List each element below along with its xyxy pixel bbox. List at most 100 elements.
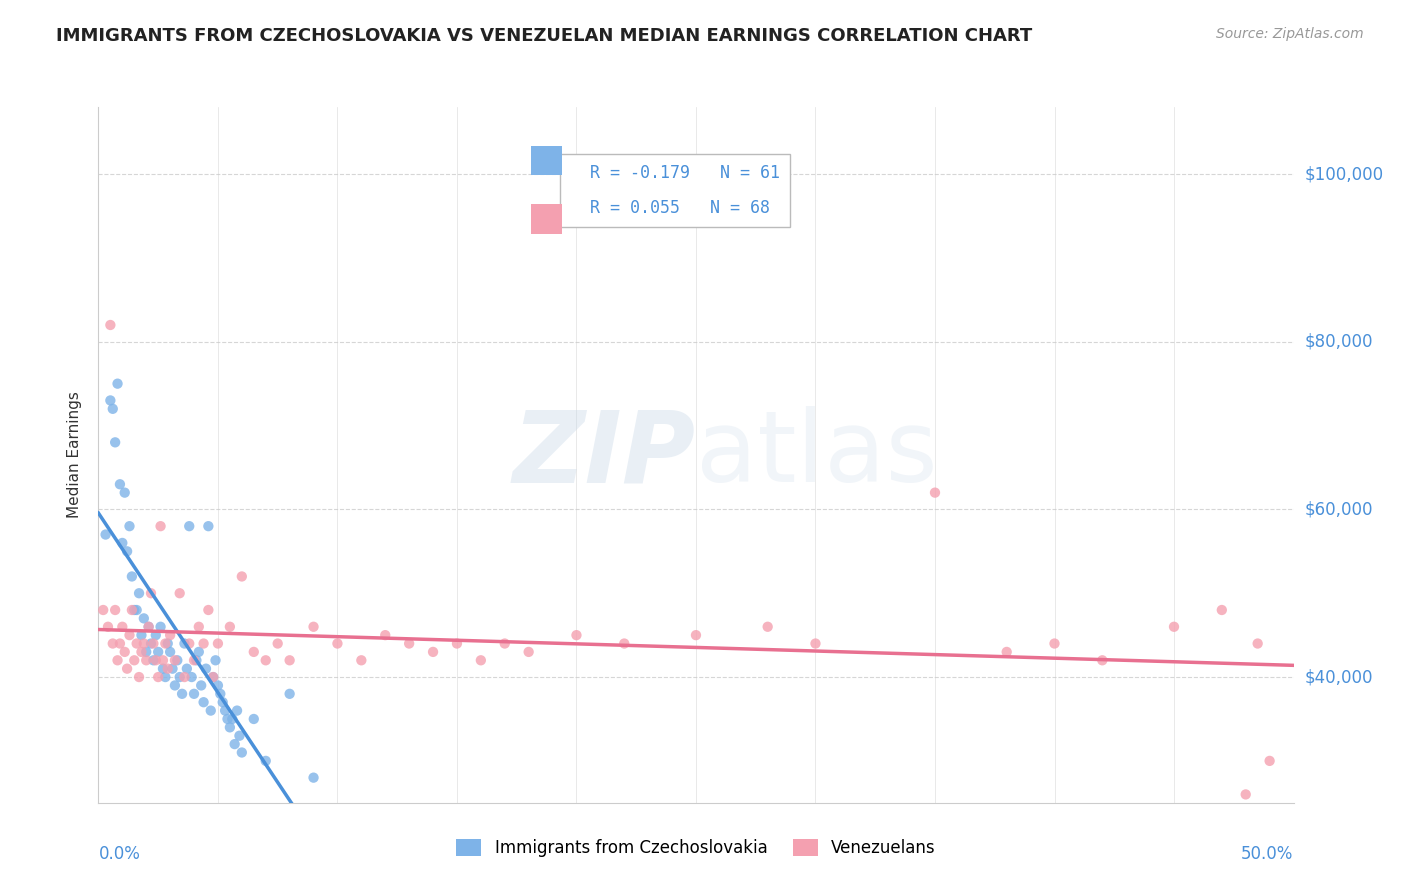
Point [1246, 636, 1268, 650]
Text: ZIP: ZIP [513, 407, 696, 503]
Point [685, 628, 707, 642]
Point [125, 603, 148, 617]
Text: 50.0%: 50.0% [1241, 845, 1294, 863]
Point [924, 485, 946, 500]
Point [114, 645, 136, 659]
Point [267, 636, 290, 650]
Point [172, 687, 194, 701]
Point [217, 712, 239, 726]
Point [179, 636, 201, 650]
Point [98, 393, 122, 408]
Point [398, 636, 420, 650]
Point [193, 695, 215, 709]
Text: IMMIGRANTS FROM CZECHOSLOVAKIA VS VENEZUELAN MEDIAN EARNINGS CORRELATION CHART: IMMIGRANTS FROM CZECHOSLOVAKIA VS VENEZU… [56, 27, 1032, 45]
Point [374, 628, 396, 642]
Point [326, 636, 349, 650]
Point [202, 670, 225, 684]
Point [121, 569, 143, 583]
Point [1043, 636, 1066, 650]
Point [152, 653, 174, 667]
Point [132, 611, 155, 625]
Point [207, 678, 229, 692]
Point [190, 678, 212, 692]
Point [180, 670, 202, 684]
Point [228, 729, 250, 743]
Point [173, 670, 195, 684]
Point [254, 754, 277, 768]
Point [135, 653, 157, 667]
Point [1258, 754, 1281, 768]
Point [145, 653, 167, 667]
Point [156, 662, 179, 676]
Point [278, 653, 301, 667]
Point [159, 628, 181, 642]
Point [995, 645, 1018, 659]
Point [179, 519, 201, 533]
Text: Source: ZipAtlas.com: Source: ZipAtlas.com [1216, 27, 1364, 41]
Point [446, 636, 468, 650]
Point [139, 586, 162, 600]
Point [159, 645, 181, 659]
Point [118, 519, 141, 533]
Point [214, 704, 236, 718]
Point [108, 636, 131, 650]
Point [111, 620, 134, 634]
Point [145, 628, 167, 642]
Text: $100,000: $100,000 [1305, 165, 1384, 183]
Point [302, 771, 325, 785]
Point [226, 704, 249, 718]
Point [118, 628, 141, 642]
Point [202, 670, 225, 684]
Point [197, 519, 219, 533]
Point [166, 653, 188, 667]
Point [142, 636, 165, 650]
Point [149, 519, 172, 533]
Point [128, 586, 150, 600]
Point [108, 477, 131, 491]
Point [470, 653, 492, 667]
Point [219, 620, 242, 634]
Point [121, 603, 143, 617]
Point [187, 645, 209, 659]
Point [173, 636, 195, 650]
Point [135, 645, 157, 659]
Point [1234, 788, 1257, 802]
Point [183, 653, 205, 667]
Point [350, 653, 373, 667]
FancyBboxPatch shape [531, 146, 562, 175]
Point [94, 527, 117, 541]
Point [138, 620, 160, 634]
Point [138, 620, 160, 634]
Point [101, 636, 124, 650]
Point [613, 636, 636, 650]
Point [231, 569, 253, 583]
Point [131, 628, 153, 642]
Legend: Immigrants from Czechoslovakia, Venezuelans: Immigrants from Czechoslovakia, Venezuel… [450, 832, 942, 864]
Point [104, 603, 127, 617]
Point [91, 603, 114, 617]
Point [128, 670, 150, 684]
Point [124, 603, 146, 617]
Point [224, 737, 246, 751]
Point [211, 695, 233, 709]
Point [97, 620, 120, 634]
Point [163, 678, 186, 692]
Point [115, 662, 138, 676]
Point [197, 603, 219, 617]
FancyBboxPatch shape [531, 204, 562, 234]
Point [107, 653, 129, 667]
Point [278, 687, 301, 701]
Point [194, 662, 217, 676]
Point [131, 645, 153, 659]
Point [231, 746, 253, 760]
Y-axis label: Median Earnings: Median Earnings [66, 392, 82, 518]
Point [169, 670, 191, 684]
Point [221, 712, 243, 726]
Point [565, 628, 588, 642]
Point [132, 636, 155, 650]
Point [517, 645, 540, 659]
Point [302, 620, 325, 634]
Point [107, 376, 129, 391]
Text: $40,000: $40,000 [1305, 668, 1374, 686]
Point [186, 653, 208, 667]
